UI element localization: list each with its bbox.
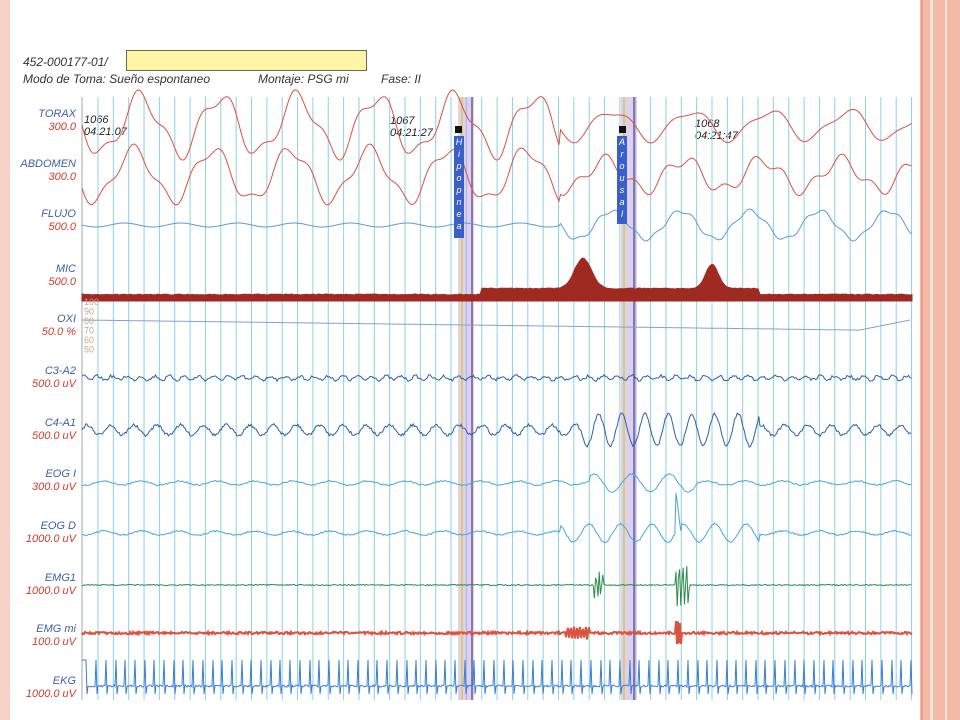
montage-label: Montaje: PSG mi [258, 72, 349, 86]
trace-c4-a1 [81, 412, 912, 448]
trace-eog-d [81, 492, 912, 544]
epoch-time: 04:21:07 [84, 126, 127, 138]
trace-c3-a2 [81, 373, 912, 383]
channel-scale: 1000.0 uV [25, 688, 76, 700]
redacted-name-box [126, 50, 367, 71]
event-letter: a [456, 221, 462, 231]
oxi-tick-label: 70 [84, 326, 94, 336]
channel-name: MIC [55, 263, 76, 275]
slide-right-border-line [945, 0, 947, 720]
event-letter: s [619, 185, 625, 195]
arousal-band [621, 97, 637, 700]
slide-right-border-line [921, 0, 923, 720]
oxi-tick-label: 50 [84, 345, 94, 355]
event-marker-square [619, 126, 626, 133]
event-letter: l [621, 209, 623, 219]
oxi-tick-label: 100 [84, 297, 99, 307]
sleep-phase-label: Fase: II [381, 72, 422, 86]
recording-mode: Modo de Toma: Sueño espontaneo [23, 72, 211, 86]
channel-scale: 500.0 uV [31, 378, 76, 390]
channel-name: C4-A1 [44, 417, 76, 429]
channel-name: C3-A2 [44, 365, 76, 377]
channel-scale: 500.0 uV [31, 430, 76, 442]
event-letter: p [456, 161, 462, 171]
trace-oxi [82, 319, 911, 331]
trace-emg-mi [81, 621, 913, 645]
channel-scale: 100.0 uV [31, 636, 76, 648]
trace-torax [81, 89, 912, 161]
channel-name: EMG1 [44, 572, 76, 584]
event-letter: o [456, 173, 462, 183]
event-letter: A [618, 137, 625, 147]
channel-scale: 1000.0 uV [25, 585, 76, 597]
trace-eog-i [81, 472, 912, 493]
trace-emg1 [81, 565, 912, 607]
event-marker-square [455, 126, 462, 133]
event-letter: r [620, 149, 624, 159]
channel-scale: 1000.0 uV [25, 533, 76, 545]
channel-name: EOG D [40, 520, 76, 532]
channel-scale: 300.0 [48, 171, 76, 183]
channel-name: TORAX [38, 108, 76, 120]
trace-flujo [81, 208, 912, 242]
channel-scale: 500.0 [48, 221, 76, 233]
channel-name: OXI [57, 313, 76, 325]
oxi-tick-label: 90 [84, 307, 94, 317]
event-letter: n [456, 197, 462, 207]
trace-mic [81, 257, 913, 302]
event-letter: i [458, 149, 460, 159]
channel-scale: 50.0 % [41, 326, 76, 338]
channel-scale: 300.0 uV [31, 481, 76, 493]
study-id: 452-000177-01/ [23, 55, 108, 69]
trace-abdomen [81, 143, 912, 206]
channel-name: EMG mi [36, 623, 76, 635]
event-letter: a [619, 197, 625, 207]
slide-right-border [920, 0, 960, 720]
event-letter: e [456, 209, 462, 219]
epoch-time: 04:21:27 [390, 127, 433, 139]
slide-left-border [0, 0, 10, 720]
channel-name: FLUJO [41, 208, 76, 220]
event-letter: o [619, 161, 625, 171]
oxi-tick-label: 60 [84, 335, 94, 345]
channel-name: EOG I [45, 468, 76, 480]
channel-name: ABDOMEN [20, 158, 76, 170]
oxi-tick-label: 80 [84, 316, 94, 326]
slide-right-border-line [930, 0, 933, 720]
trace-ekg [82, 659, 913, 695]
channel-name: EKG [52, 675, 76, 687]
epoch-number: 1066 [84, 114, 109, 126]
channel-scale: 500.0 [48, 276, 76, 288]
event-letter: p [456, 185, 462, 195]
event-letter: u [619, 173, 625, 183]
event-letter: H [455, 137, 463, 147]
channel-scale: 300.0 [48, 121, 76, 133]
